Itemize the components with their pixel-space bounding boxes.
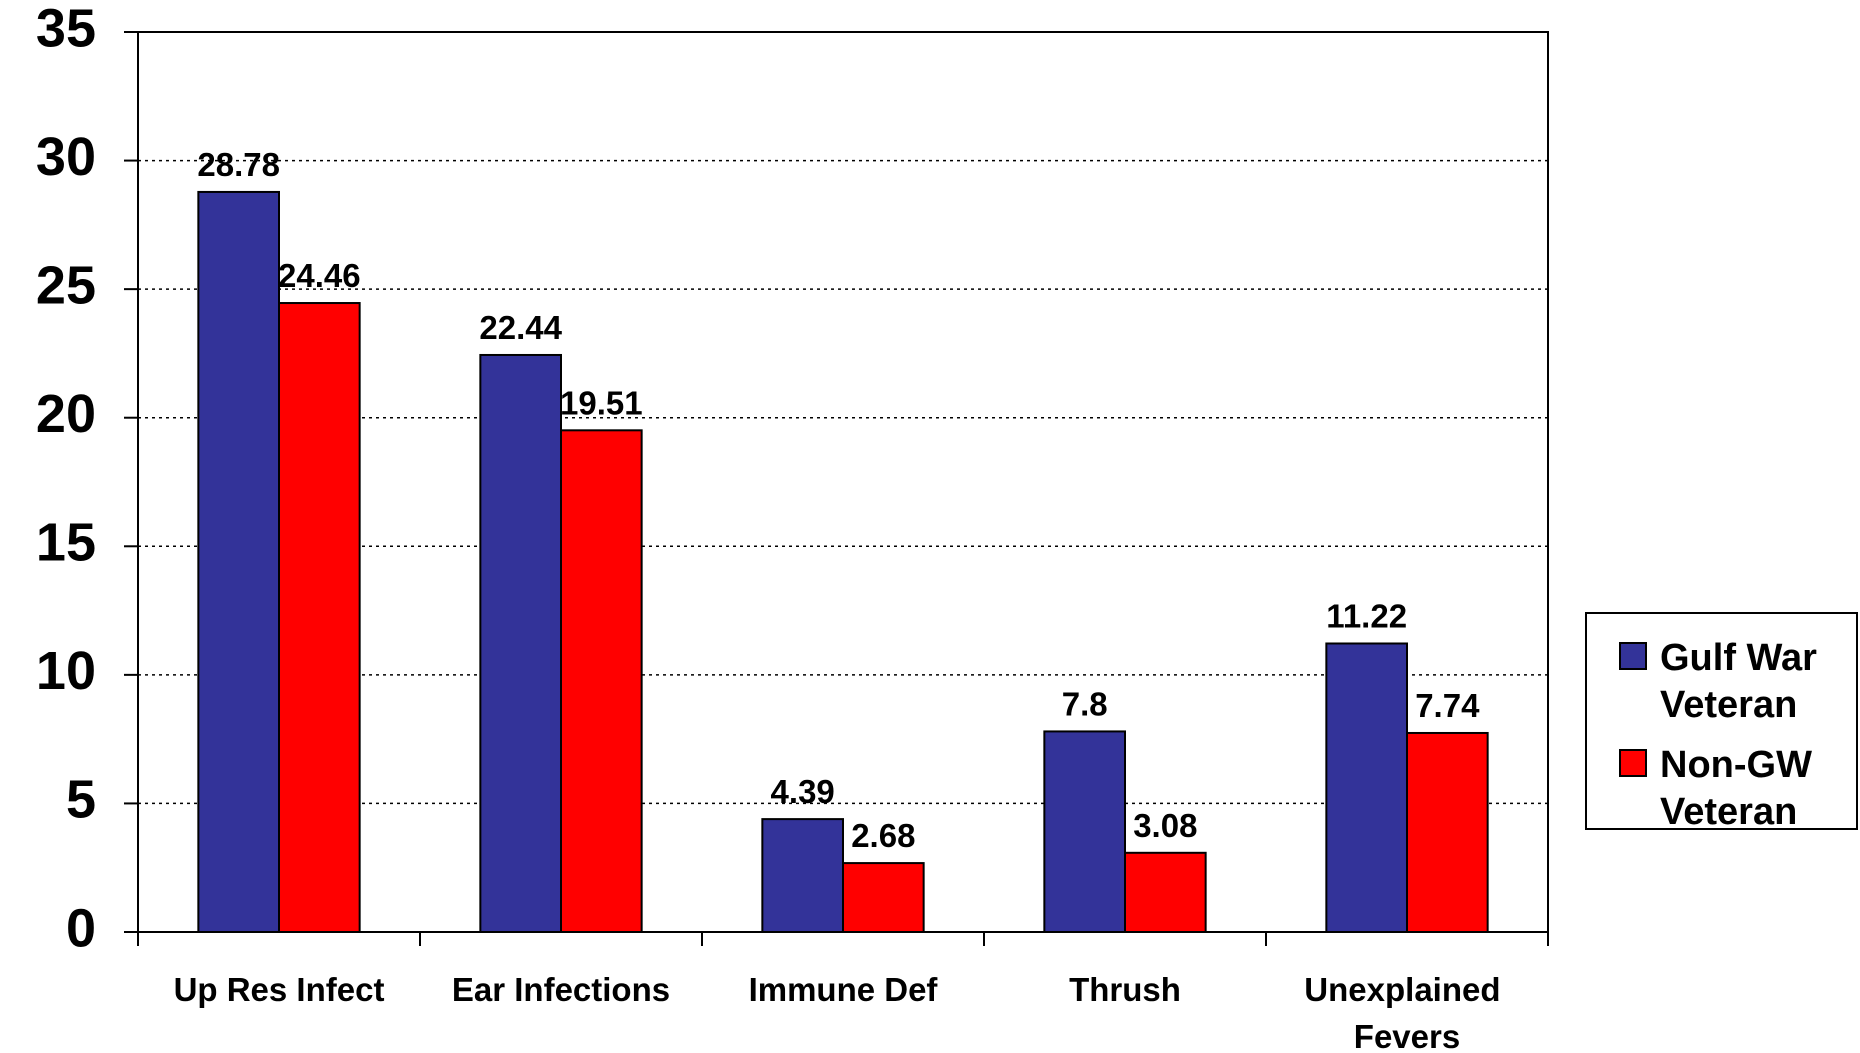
value-label: 4.39 [771,773,835,810]
bar [842,862,925,933]
bar [197,190,281,933]
y-tick-label: 10 [36,641,96,701]
value-label: 24.46 [278,257,361,294]
value-label: 7.8 [1062,685,1108,722]
bar [1124,851,1207,933]
value-label: 28.78 [197,146,280,183]
value-label: 2.68 [851,817,915,854]
bar [479,353,562,933]
y-tick-label: 0 [66,898,96,958]
y-tick-label: 30 [36,127,96,187]
value-label: 3.08 [1133,807,1197,844]
y-tick-label: 15 [36,513,96,573]
bar [560,429,643,933]
x-tick-label: Immune Def [749,971,939,1008]
y-tick-label: 20 [36,384,96,444]
value-label: 19.51 [560,384,643,421]
bar [1325,642,1409,933]
bar [1406,731,1489,933]
x-tick-label: Up Res Infect [174,971,385,1008]
x-tick-label: Unexplained Fevers [1304,971,1509,1053]
legend-swatch [1619,642,1647,670]
value-label: 11.22 [1326,597,1407,634]
bar [278,302,361,933]
legend-swatch [1619,749,1647,777]
legend-label: Non-GW Veteran [1660,744,1823,833]
legend-label: Gulf War Veteran [1660,637,1827,726]
y-tick-label: 5 [66,770,96,830]
value-label: 22.44 [479,309,562,346]
x-tick-label: Thrush [1069,971,1181,1008]
bar [1043,730,1127,934]
x-tick-label: Ear Infections [452,971,670,1008]
value-label: 7.74 [1415,687,1480,724]
bar [761,818,845,933]
y-tick-label: 25 [36,255,96,315]
y-tick-label: 35 [36,0,96,58]
